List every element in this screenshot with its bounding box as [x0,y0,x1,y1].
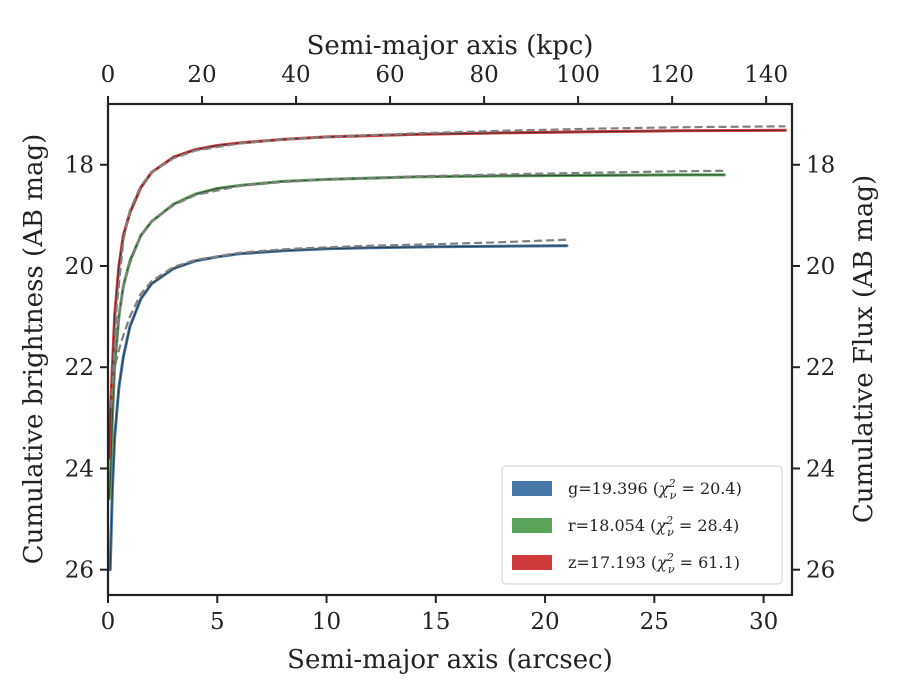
plot-frame [106,102,794,597]
legend-frame [501,465,783,585]
y-axis-title: Cumulative brightness (AB mag) [19,134,49,565]
y2-axis-title: Cumulative Flux (AB mag) [849,175,879,523]
series-core-line-z [108,129,786,459]
legend-label-z: z=17.193 (χ2 ν = 61.1) [568,551,740,576]
x2-tick-label: 40 [281,62,310,88]
x2-axis-title: Semi-major axis (kpc) [307,31,594,61]
y2-tick-label: 24 [806,456,835,482]
y-tick-label: 22 [65,355,94,381]
x-tick-label: 10 [312,609,341,635]
x-tick-label: 5 [210,609,225,635]
x-tick-label: 0 [101,609,116,635]
series-line-z [107,128,787,460]
model-line-r [110,169,725,398]
model-line-g [110,238,567,388]
x-tick-label: 25 [640,609,669,635]
x2-tick-label: 100 [556,62,600,88]
x2-tick-label: 0 [101,62,116,88]
series-core-line-r [108,174,725,499]
y-tick-label: 24 [65,456,94,482]
y-tick-label: 20 [65,254,94,280]
x-tick-label: 15 [421,609,450,635]
legend: g=19.396 (χ2 ν = 20.4) r=18.054 (χ2 ν = 28… [501,465,783,585]
x2-tick-label: 120 [650,62,694,88]
x2-tick-label: 140 [744,62,788,88]
series-line-r [107,173,726,501]
x2-tick-label: 80 [469,62,498,88]
legend-swatch-r [512,518,552,533]
model-line-z [110,125,786,408]
legend-swatch-g [512,481,552,496]
x2-tick-label: 20 [187,62,216,88]
x-tick-label: 20 [530,609,559,635]
y2-tick-label: 26 [806,558,835,584]
x2-tick-label: 60 [375,62,404,88]
series-line-g [108,244,569,572]
y-tick-label: 26 [65,558,94,584]
y2-tick-label: 22 [806,355,835,381]
x-axis-title: Semi-major axis (arcsec) [287,645,613,675]
legend-label-g: g=19.396 (χ2 ν = 20.4) [568,477,742,502]
y2-tick-label: 20 [806,254,835,280]
series-core-line-g [109,245,567,570]
y2-tick-label: 18 [806,153,835,179]
data-layer [107,125,787,572]
x-tick-label: 30 [749,609,778,635]
ticks-layer: 0 5 10 15 20 25 30 0 20 40 60 80 100 120 140 18 20 22 24 26… [65,62,836,635]
legend-swatch-z [512,555,552,570]
legend-label-r: r=18.054 (χ2 ν = 28.4) [568,514,739,539]
y-tick-label: 18 [65,153,94,179]
